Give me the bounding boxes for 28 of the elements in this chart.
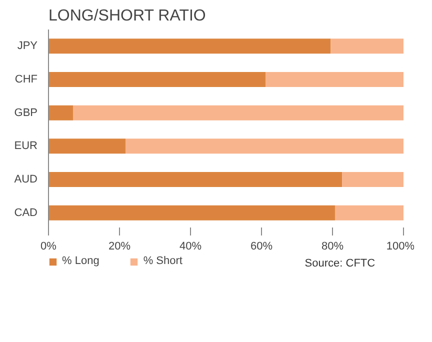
bar: [72, 105, 404, 120]
bar: [48, 205, 335, 220]
bar: [126, 138, 404, 154]
source-note: Source: CFTC: [304, 258, 376, 270]
bar: [342, 172, 404, 187]
y-tick-label: CAD: [14, 206, 38, 219]
y-tick-label: AUD: [14, 174, 38, 186]
bar: [330, 38, 404, 54]
bar: [334, 205, 404, 220]
bar: [48, 138, 126, 154]
y-tick-label: EUR: [14, 140, 38, 152]
y-tick-label: GBP: [14, 106, 38, 119]
x-tick-label: 20%: [108, 240, 131, 252]
bar: [266, 72, 404, 87]
y-tick-label: CHF: [14, 74, 38, 86]
x-tick-label: 40%: [179, 240, 202, 252]
y-tick-label: JPY: [17, 40, 38, 52]
bar: [48, 105, 73, 120]
legend-label: % Long: [62, 255, 100, 267]
x-tick-label: 80%: [321, 240, 344, 252]
chart-title: LONG/SHORT RATIO: [48, 8, 206, 24]
x-tick-label: 0%: [40, 240, 57, 252]
x-tick-label: 60%: [250, 240, 273, 252]
legend-label: % Short: [143, 255, 182, 267]
x-tick-label: 100%: [386, 240, 415, 252]
bar: [48, 38, 331, 54]
bar: [48, 72, 266, 87]
bar: [48, 172, 342, 187]
